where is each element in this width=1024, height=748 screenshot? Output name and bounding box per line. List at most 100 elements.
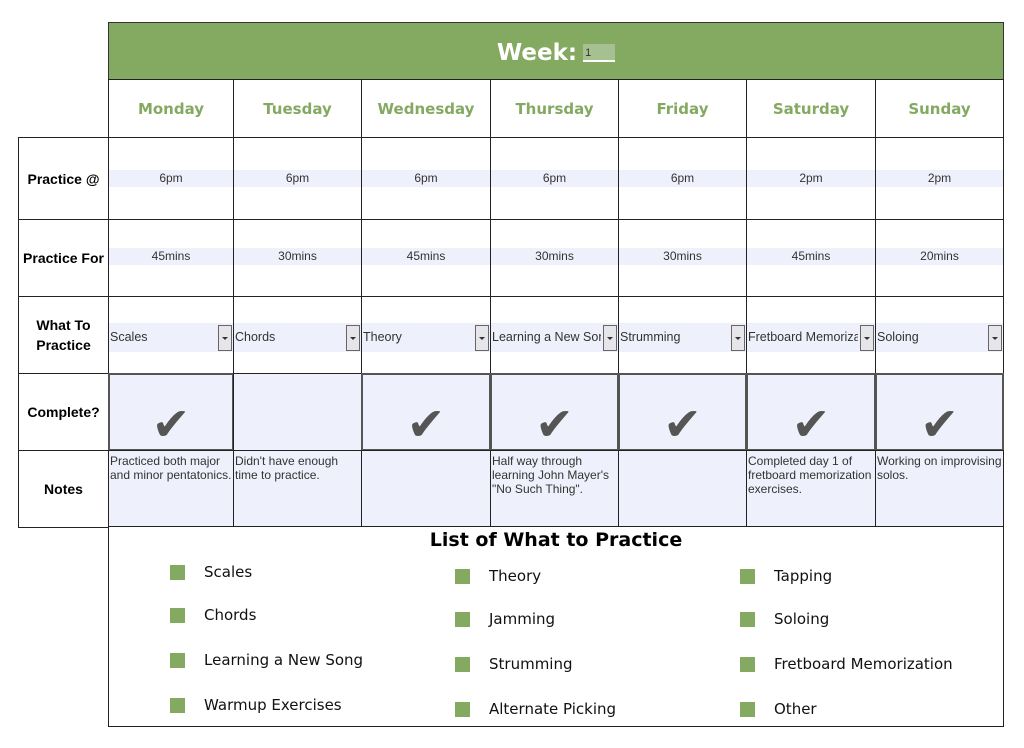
complete-checkbox[interactable]: ✔ [108, 373, 234, 451]
practice-time-input[interactable]: 6pm [109, 170, 233, 187]
complete-checkbox[interactable]: ✔ [490, 373, 619, 451]
practice-time-cell: 6pm [233, 137, 362, 220]
practice-time-input[interactable]: 6pm [491, 170, 618, 187]
square-bullet-icon [170, 697, 185, 713]
chevron-down-icon[interactable] [731, 325, 745, 351]
check-icon: ✔ [406, 397, 446, 451]
notes-field[interactable]: Completed day 1 of fretboard memorizatio… [746, 450, 876, 527]
practice-list-item-label: Jamming [489, 610, 556, 628]
chevron-down-icon[interactable] [860, 325, 874, 351]
activity-select[interactable]: Theory [362, 323, 490, 352]
practice-duration-input[interactable]: 20mins [876, 248, 1003, 265]
practice-duration-input[interactable]: 30mins [619, 248, 746, 265]
activity-select[interactable]: Chords [234, 323, 361, 352]
practice-time-cell: 6pm [490, 137, 619, 220]
complete-checkbox[interactable]: ✔ [746, 373, 876, 451]
practice-list-item: Jamming [455, 610, 555, 628]
activity-value: Scales [110, 330, 148, 344]
complete-checkbox[interactable] [233, 373, 362, 451]
practice-time-input[interactable]: 2pm [747, 170, 875, 187]
check-icon: ✔ [535, 397, 574, 451]
notes-field[interactable]: Working on improvising solos. [875, 450, 1004, 527]
square-bullet-icon [740, 568, 755, 584]
practice-list-item-label: Warmup Exercises [204, 696, 342, 714]
practice-list-item: Scales [170, 563, 252, 581]
practice-list-item: Chords [170, 606, 256, 624]
complete-checkbox[interactable]: ✔ [875, 373, 1004, 451]
practice-time-input[interactable]: 2pm [876, 170, 1003, 187]
activity-value: Learning a New Song [492, 330, 601, 344]
practice-time-input[interactable]: 6pm [234, 170, 361, 187]
notes-field[interactable] [618, 450, 747, 527]
practice-duration-cell: 30mins [618, 219, 747, 297]
chevron-down-icon[interactable] [346, 325, 360, 351]
activity-select[interactable]: Soloing [876, 323, 1003, 352]
activity-cell: Strumming [618, 296, 747, 374]
practice-list-item: Other [740, 700, 817, 718]
activity-select[interactable]: Scales [109, 323, 233, 352]
practice-list-item-label: Tapping [774, 567, 833, 585]
practice-time-cell: 6pm [361, 137, 491, 220]
row-label: Notes [18, 450, 109, 528]
week-input[interactable]: 1 [583, 44, 616, 62]
practice-time-input[interactable]: 6pm [619, 170, 746, 187]
day-header-thursday: Thursday [490, 79, 619, 138]
square-bullet-icon [170, 607, 185, 623]
check-icon: ✔ [791, 397, 831, 451]
practice-duration-input[interactable]: 45mins [747, 248, 875, 265]
practice-duration-cell: 30mins [233, 219, 362, 297]
practice-time-cell: 6pm [108, 137, 234, 220]
practice-duration-cell: 20mins [875, 219, 1004, 297]
day-header-wednesday: Wednesday [361, 79, 491, 138]
week-label: Week: [496, 40, 578, 66]
practice-duration-input[interactable]: 45mins [362, 248, 490, 265]
practice-duration-input[interactable]: 30mins [234, 248, 361, 265]
check-icon: ✔ [920, 397, 959, 451]
chevron-down-icon[interactable] [475, 325, 489, 351]
practice-list-item-label: Scales [204, 563, 253, 581]
row-label: What To Practice [18, 296, 109, 374]
practice-duration-cell: 45mins [746, 219, 876, 297]
activity-value: Theory [363, 330, 402, 344]
activity-cell: Fretboard Memorization [746, 296, 876, 374]
activity-value: Strumming [620, 330, 681, 344]
activity-select[interactable]: Fretboard Memorization [747, 323, 875, 352]
square-bullet-icon [740, 611, 755, 627]
week-header: Week: 1 [108, 22, 1004, 80]
practice-list-title: List of What to Practice [429, 529, 683, 551]
chevron-down-icon[interactable] [218, 325, 232, 351]
day-header-friday: Friday [618, 79, 747, 138]
practice-list-item: Strumming [455, 655, 573, 673]
practice-list-item: Warmup Exercises [170, 696, 342, 714]
practice-list-box [108, 526, 1004, 727]
chevron-down-icon[interactable] [988, 325, 1002, 351]
notes-field[interactable]: Practiced both major and minor pentatoni… [108, 450, 234, 527]
chevron-down-icon[interactable] [603, 325, 617, 351]
square-bullet-icon [740, 701, 755, 717]
activity-cell: Soloing [875, 296, 1004, 374]
practice-duration-input[interactable]: 45mins [109, 248, 233, 265]
activity-value: Soloing [877, 330, 919, 344]
practice-list-item-label: Chords [204, 606, 257, 624]
practice-duration-input[interactable]: 30mins [491, 248, 618, 265]
complete-checkbox[interactable]: ✔ [361, 373, 491, 451]
notes-field[interactable]: Didn't have enough time to practice. [233, 450, 362, 527]
activity-select[interactable]: Learning a New Song [491, 323, 618, 352]
notes-field[interactable]: Half way through learning John Mayer's "… [490, 450, 619, 527]
row-label: Practice @ [18, 137, 109, 220]
activity-cell: Scales [108, 296, 234, 374]
activity-select[interactable]: Strumming [619, 323, 746, 352]
activity-cell: Theory [361, 296, 491, 374]
activity-cell: Learning a New Song [490, 296, 619, 374]
square-bullet-icon [455, 701, 470, 717]
day-header-tuesday: Tuesday [233, 79, 362, 138]
practice-duration-cell: 45mins [361, 219, 491, 297]
practice-list-item-label: Soloing [774, 610, 830, 628]
practice-list-item-label: Fretboard Memorization [774, 655, 953, 673]
practice-time-input[interactable]: 6pm [362, 170, 490, 187]
complete-checkbox[interactable]: ✔ [618, 373, 747, 451]
row-label: Complete? [18, 373, 109, 451]
activity-cell: Chords [233, 296, 362, 374]
day-header-sunday: Sunday [875, 79, 1004, 138]
notes-field[interactable] [361, 450, 491, 527]
